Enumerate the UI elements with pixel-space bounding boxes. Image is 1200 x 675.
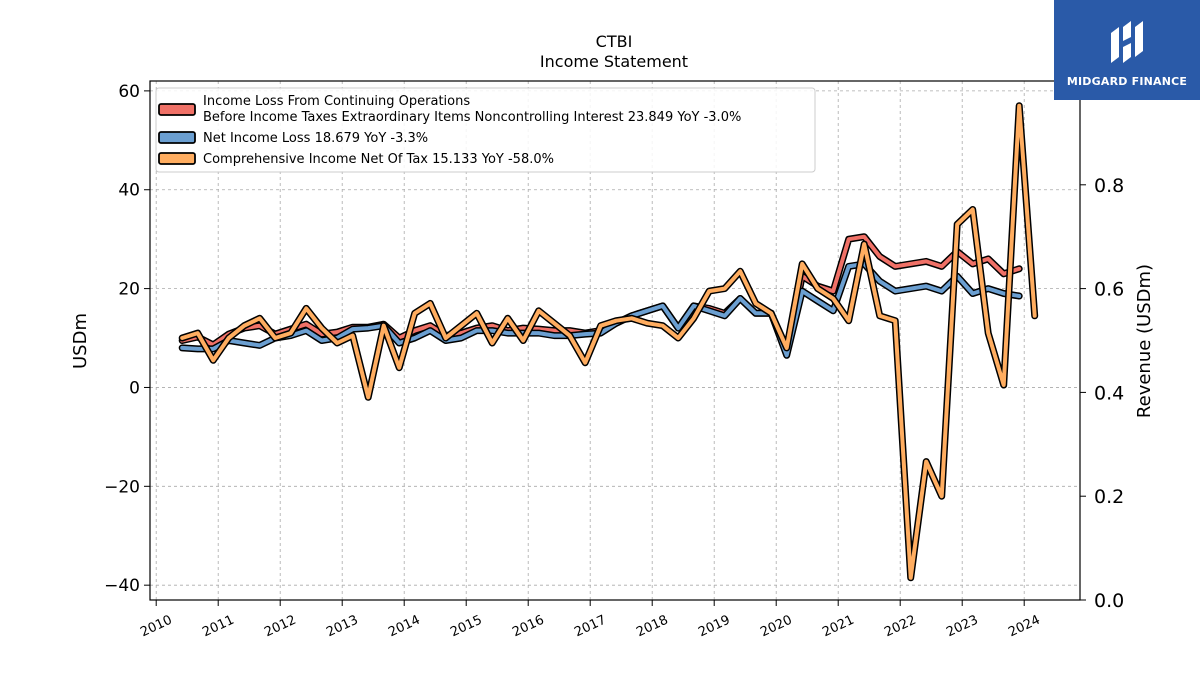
legend-swatch [158, 103, 196, 116]
series-line-2 [180, 103, 1037, 580]
series-layer [178, 102, 1039, 582]
x-tick-label: 2021 [820, 613, 856, 641]
legend-label-line1: Income Loss From Continuing Operations [203, 94, 470, 109]
x-tick-label: 2022 [882, 613, 918, 641]
y2-tick-label: 0.8 [1094, 175, 1124, 197]
midgard-logo-icon [1111, 20, 1143, 63]
y2-axis-label: Revenue (USDm) [1134, 264, 1155, 418]
x-tick-label: 2012 [262, 613, 298, 641]
x-tick-label: 2020 [758, 613, 794, 641]
legend-entry-net-income: Net Income Loss 18.679 YoY -3.3% [158, 131, 428, 146]
legend-swatch [158, 152, 196, 165]
x-tick-label: 2016 [510, 613, 546, 641]
x-tick-label: 2015 [448, 613, 484, 641]
brand-logo: MIDGARD FINANCE [1054, 0, 1200, 100]
y-tick-label: 40 [118, 181, 140, 201]
y2-tick-label: 0.0 [1094, 590, 1124, 612]
y-axis-label: USDm [70, 313, 91, 369]
legend-box [155, 87, 816, 173]
y2-tick-label: 0.6 [1094, 279, 1124, 301]
x-tick-label: 2014 [386, 613, 422, 641]
x-tick-label: 2024 [1006, 613, 1042, 641]
y-tick-label: 60 [118, 82, 140, 102]
y2-tick-label: 0.2 [1094, 486, 1124, 508]
y-tick-label: −40 [104, 576, 140, 596]
legend: Income Loss From Continuing Operations B… [155, 87, 816, 173]
chart-title: CTBI [596, 32, 633, 51]
legend-label: Comprehensive Income Net Of Tax 15.133 Y… [203, 152, 554, 167]
x-tick-label: 2018 [634, 613, 670, 641]
y-tick-label: 20 [118, 280, 140, 300]
legend-swatch [158, 131, 196, 144]
legend-entry-comprehensive: Comprehensive Income Net Of Tax 15.133 Y… [158, 152, 554, 167]
y-tick-label: −20 [104, 477, 140, 497]
brand-name: MIDGARD FINANCE [1066, 74, 1188, 88]
legend-entry-pretax: Income Loss From Continuing Operations B… [158, 94, 741, 125]
legend-label: Net Income Loss 18.679 YoY -3.3% [203, 131, 428, 146]
x-tick-label: 2010 [138, 613, 174, 641]
x-tick-label: 2011 [200, 613, 236, 641]
y-tick-label: 0 [129, 378, 140, 398]
x-tick-label: 2013 [324, 613, 360, 641]
legend-label-line2: Before Income Taxes Extraordinary Items … [203, 110, 741, 125]
plot-frame [149, 80, 1081, 601]
y2-tick-label: 0.4 [1094, 382, 1124, 404]
x-tick-label: 2023 [944, 613, 980, 641]
x-tick-label: 2017 [572, 613, 608, 641]
chart-subtitle: Income Statement [540, 52, 688, 71]
x-tick-label: 2019 [696, 613, 732, 641]
